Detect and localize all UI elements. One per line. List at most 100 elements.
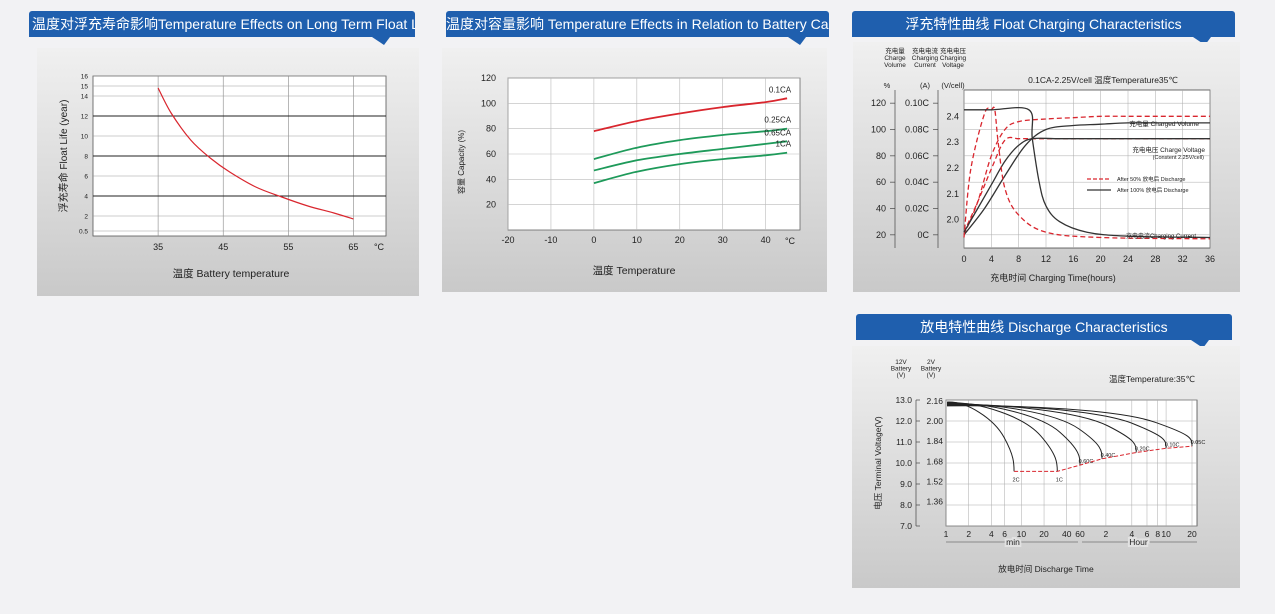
series-label: 0.25CA	[764, 116, 791, 125]
x-tick-label: 10	[632, 235, 642, 245]
x-tick-label: 0	[591, 235, 596, 245]
y-axis-label: 浮充寿命 Float Life (year)	[57, 100, 70, 213]
minute-tick-label: 2	[966, 529, 971, 539]
banner-tail	[372, 37, 390, 45]
y-tick-label: 14	[81, 94, 89, 101]
y-tick-label: 8	[84, 154, 88, 161]
series-label: 0.60C	[1079, 459, 1094, 465]
charging-curve	[963, 136, 1210, 233]
capacity-curve	[593, 127, 788, 160]
float-charging-title-banner: 浮充特性曲线 Float Charging Characteristics	[852, 11, 1235, 37]
series-label: 0.65CA	[764, 128, 791, 137]
curve-label: 充电电压 Charge Voltage	[1132, 145, 1205, 154]
minute-axis-label: min	[1006, 537, 1020, 547]
x-tick-label: 40	[761, 235, 771, 245]
y-tick-label: 20	[486, 200, 496, 210]
capacity-curve	[593, 97, 788, 133]
x-axis-label: 温度 Battery temperature	[173, 267, 290, 280]
axis-header-line: Voltage	[942, 62, 964, 69]
x-tick-label: 30	[718, 235, 728, 245]
curve-label: 充电量 Charged Volume	[1129, 119, 1199, 128]
y-tick-label: 0.5	[79, 229, 88, 236]
axis-header-line: Charging	[940, 55, 967, 62]
life-curve	[157, 87, 354, 220]
axis-header-line: Current	[914, 62, 936, 69]
volume-tick-label: 120	[871, 98, 886, 108]
hour-axis-label: Hour	[1129, 537, 1148, 547]
x-axis-label: 放电时间 Discharge Time	[998, 564, 1094, 574]
x-tick-label: 20	[1096, 254, 1106, 264]
minute-tick-label: 60	[1075, 529, 1085, 539]
axis-header-line: Charging	[912, 55, 939, 62]
y12-tick-label: 11.0	[896, 437, 912, 447]
x-axis-label: 充电时间 Charging Time(hours)	[990, 272, 1116, 283]
series-label: 1C	[1056, 477, 1063, 483]
float-life-panel: 35 45 55 65 0.5 2 4 6 8 10 12 14 15 16 °C 温度 Battery te…	[37, 48, 419, 296]
x-tick-label: 16	[1068, 254, 1078, 264]
float-life-title-banner: 温度对浮充寿命影响Temperature Effects on Long Ter…	[29, 11, 415, 37]
y2-tick-label: 1.84	[926, 436, 943, 446]
series-label: 0.10C	[1165, 442, 1180, 448]
x-tick-label: 32	[1178, 254, 1188, 264]
y-tick-label: 60	[486, 149, 496, 159]
axis-header-line: 12V	[895, 359, 907, 366]
y2-tick-label: 1.52	[926, 476, 943, 486]
legend-label: After 100% 放电后 Discharge	[1117, 186, 1189, 194]
axis-header-line: 2V	[927, 359, 936, 366]
voltage-tick-label: 2.4	[946, 111, 959, 121]
y12-tick-label: 12.0	[895, 416, 912, 426]
hour-tick-label: 2	[1104, 529, 1109, 539]
capacity-title-banner: 温度对容量影响 Temperature Effects in Relation …	[446, 11, 829, 37]
volume-tick-label: 100	[871, 125, 886, 135]
float-charging-chart: 0 4 8 12 16 20 24 28 32 36 20 0C 40 0.02C 60 0.04C 80 0.0…	[871, 46, 1215, 283]
capacity-panel: -20 -10 0 10 20 30 40 20 40 60 80 100 120 °C 温度 Temper…	[442, 48, 827, 292]
axis-header-line: 充电电流	[912, 46, 939, 55]
y-tick-label: 100	[481, 98, 496, 108]
y-tick-label: 2	[84, 214, 88, 221]
hour-tick-label: 6	[1145, 529, 1150, 539]
x-tick-label: 45	[218, 242, 228, 252]
minute-tick-label: 6	[1002, 529, 1007, 539]
float-life-title: 温度对浮充寿命影响Temperature Effects on Long Ter…	[32, 16, 415, 32]
hour-tick-label: 20	[1187, 529, 1197, 539]
axis-header-line: Battery	[921, 366, 942, 373]
y-tick-label: 10	[81, 134, 89, 141]
x-tick-label: 8	[1016, 254, 1021, 264]
voltage-tick-label: 2.3	[946, 137, 959, 147]
y-axis-label: 容量 Capacity (%)	[456, 130, 466, 194]
y12-tick-label: 7.0	[900, 521, 912, 531]
volume-tick-label: 40	[876, 204, 886, 214]
hour-tick-label: 4	[1129, 529, 1134, 539]
volume-tick-label: 80	[876, 151, 886, 161]
x-tick-label: 36	[1205, 254, 1215, 264]
x-tick-label: 65	[348, 242, 358, 252]
y12-tick-label: 10.0	[895, 458, 912, 468]
discharge-title-banner: 放电特性曲线 Discharge Characteristics	[856, 314, 1232, 340]
axis-unit-label: %	[884, 81, 891, 90]
float-life-chart: 35 45 55 65 0.5 2 4 6 8 10 12 14 15 16 °C 温度 Battery te…	[57, 74, 387, 280]
axis-unit-label: (A)	[920, 81, 931, 90]
discharge-curve	[946, 405, 1193, 447]
volume-tick-label: 20	[876, 230, 886, 240]
axis-header-line: Charge	[884, 55, 906, 62]
condition-label: 温度Temperature:35℃	[1109, 374, 1196, 384]
minute-tick-label: 40	[1062, 529, 1072, 539]
condition-label: 0.1CA-2.25V/cell 温度Temperature35℃	[1028, 75, 1178, 85]
series-label: 0.20C	[1135, 447, 1150, 453]
voltage-tick-label: 2.0	[946, 215, 959, 225]
cutoff-voltage-line	[1014, 445, 1193, 472]
axis-header-line: Volume	[884, 62, 906, 69]
current-tick-label: 0.10C	[905, 98, 930, 108]
x-axis-label: 温度 Temperature	[593, 264, 676, 277]
float-charging-title: 浮充特性曲线 Float Charging Characteristics	[905, 16, 1182, 32]
x-tick-label: -20	[501, 235, 514, 245]
axis-header-line: (V)	[897, 372, 906, 379]
charging-curve	[964, 106, 1211, 239]
y12-tick-label: 13.0	[895, 395, 912, 405]
y-tick-label: 16	[81, 74, 89, 81]
axis-unit-label: (V/cell)	[941, 81, 965, 90]
current-tick-label: 0.04C	[905, 177, 930, 187]
y-tick-label: 4	[84, 194, 88, 201]
x-tick-label: 55	[283, 242, 293, 252]
